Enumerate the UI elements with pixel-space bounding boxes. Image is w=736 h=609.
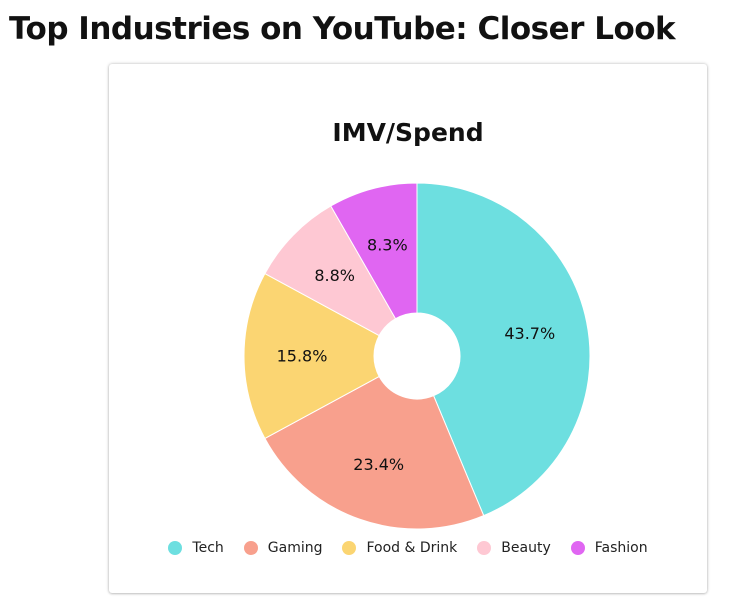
legend-item-beauty[interactable]: Beauty: [477, 540, 551, 556]
slice-food-and-drink[interactable]: [243, 272, 380, 440]
slice-fashion[interactable]: [330, 182, 418, 320]
slices-group: [243, 182, 591, 530]
legend-label: Food & Drink: [366, 540, 458, 556]
slice-label-gaming: 23.4%: [353, 455, 404, 474]
legend-swatch-icon: [168, 541, 183, 555]
legend-swatch-icon: [342, 541, 357, 555]
chart-legend: Tech Gaming Food & Drink Beauty Fashion: [109, 540, 707, 556]
slice-gaming[interactable]: [264, 375, 485, 530]
legend-item-fashion[interactable]: Fashion: [570, 540, 648, 556]
slice-label-tech: 43.7%: [504, 324, 555, 343]
legend-label: Fashion: [594, 540, 648, 556]
legend-label: Tech: [192, 540, 224, 556]
chart-title: IMV/Spend: [332, 118, 484, 147]
legend-item-food-and-drink[interactable]: Food & Drink: [342, 540, 457, 556]
legend-swatch-icon: [243, 541, 258, 555]
labels-group: 43.7% 23.4% 15.8% 8.8% 8.3%: [277, 235, 556, 474]
legend-label: Beauty: [501, 540, 551, 556]
donut-chart: 43.7% 23.4% 15.8% 8.8% 8.3%: [243, 182, 591, 530]
slice-label-fashion: 8.3%: [367, 235, 408, 254]
slice-label-food-and-drink: 15.8%: [277, 347, 328, 366]
legend-label: Gaming: [267, 540, 323, 556]
chart-card: IMV/Spend 43.7% 23.4% 15.8% 8.8% 8.3% Tech Ga…: [109, 64, 707, 593]
legend-swatch-icon: [570, 541, 585, 555]
legend-swatch-icon: [477, 541, 492, 555]
page-title: Top Industries on YouTube: Closer Look: [9, 11, 676, 47]
legend-item-tech[interactable]: Tech: [168, 540, 224, 556]
slice-tech[interactable]: [416, 182, 591, 517]
slice-label-beauty: 8.8%: [314, 266, 355, 285]
legend-item-gaming[interactable]: Gaming: [243, 540, 323, 556]
